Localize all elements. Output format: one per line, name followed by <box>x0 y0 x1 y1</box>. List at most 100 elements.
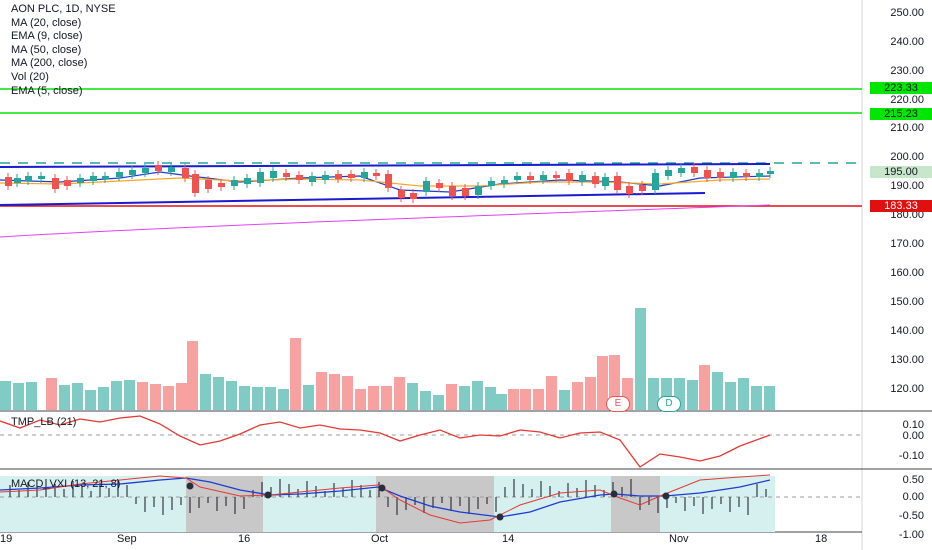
candle-body <box>129 170 136 175</box>
candle-body <box>142 168 149 173</box>
candle-body <box>410 193 417 199</box>
candle-body <box>704 170 711 178</box>
volume-bar <box>533 389 544 410</box>
volume-bar <box>0 381 11 410</box>
candle-body <box>626 186 633 194</box>
price-tick: 200.00 <box>890 151 924 163</box>
volume-bar <box>46 378 57 410</box>
crossover-dot <box>662 492 670 500</box>
candle-body <box>116 172 123 177</box>
time-tick: Sep <box>117 533 137 545</box>
candle-body <box>475 186 482 195</box>
candle-body <box>691 167 698 173</box>
tmp-tick: 0.00 <box>902 430 924 442</box>
tmp-pane-label[interactable]: TMP_LB (21) <box>11 416 77 428</box>
candle-body <box>592 176 599 184</box>
time-tick: 18 <box>815 533 828 545</box>
crossover-dot <box>186 482 194 490</box>
candle-body <box>385 174 392 188</box>
volume-bar <box>661 378 672 410</box>
volume-bar <box>433 395 444 410</box>
macd-shade <box>611 476 660 532</box>
volume-bar <box>303 385 314 410</box>
volume-bar <box>342 376 353 410</box>
candle-body <box>553 175 560 178</box>
volume-bar <box>725 382 736 410</box>
ma200-line <box>0 204 771 238</box>
volume-bar <box>674 378 685 410</box>
volume-bar <box>200 374 211 410</box>
candle-body <box>501 180 508 184</box>
volume-bar <box>687 380 698 410</box>
candle-body <box>335 174 342 179</box>
candle-body <box>398 190 405 198</box>
candle-body <box>678 168 685 173</box>
candle-body <box>488 181 495 186</box>
volume-bar <box>572 382 583 410</box>
price-tick: 190.00 <box>890 180 924 192</box>
tmp-tick: 0.10 <box>902 419 924 431</box>
time-tick: 19 <box>0 533 13 545</box>
volume-bar <box>381 386 392 410</box>
volume-bar <box>26 382 37 410</box>
indicator-ma50[interactable]: MA (50, close) <box>11 43 82 56</box>
macd-shade <box>660 476 775 532</box>
candle-body <box>756 173 763 177</box>
price-tag-green-low: 215.23 <box>870 108 932 120</box>
volume-bar <box>751 386 762 410</box>
candle-body <box>527 176 534 180</box>
volume-bar <box>13 383 24 410</box>
volume-bar <box>187 341 198 410</box>
price-tick: 120.00 <box>890 383 924 395</box>
volume-bar <box>226 381 237 410</box>
volume-bar <box>329 374 340 410</box>
volume-bar <box>508 389 519 410</box>
volume-bar <box>176 383 187 410</box>
indicator-ma200[interactable]: MA (200, close) <box>11 57 88 70</box>
candle-body <box>639 185 646 191</box>
macd-line <box>0 477 771 518</box>
time-tick: 14 <box>502 533 515 545</box>
volume-bar <box>290 338 301 410</box>
volume-bar <box>699 365 710 410</box>
volume-bar <box>394 377 405 410</box>
price-tick: 180.00 <box>890 209 924 221</box>
crossover-dot <box>610 490 618 498</box>
volume-bar <box>622 378 633 410</box>
macd-shade <box>0 476 186 532</box>
earnings-badge[interactable]: E <box>606 396 630 412</box>
price-tick: 250.00 <box>890 7 924 19</box>
candle-body <box>449 186 456 196</box>
indicator-ema5[interactable]: EMA (5, close) <box>11 84 83 97</box>
macd-shade <box>186 476 263 532</box>
price-tick: 210.00 <box>890 122 924 134</box>
candle-body <box>730 172 737 178</box>
macd-pane-label[interactable]: MACD_VXI (13, 21, 8) <box>11 478 121 490</box>
candle-body <box>38 176 45 179</box>
candle-body <box>348 174 355 178</box>
candle-body <box>309 176 316 182</box>
chart-legend: AON PLC, 1D, NYSE MA (20, close) EMA (9,… <box>11 3 116 98</box>
volume-bar <box>163 386 174 410</box>
symbol-title[interactable]: AON PLC, 1D, NYSE <box>11 3 116 15</box>
dividend-badge[interactable]: D <box>657 396 681 412</box>
price-tick: 170.00 <box>890 238 924 250</box>
volume-bar <box>98 387 109 410</box>
indicator-ma20[interactable]: MA (20, close) <box>11 16 82 29</box>
price-tick: 230.00 <box>890 65 924 77</box>
candle-body <box>602 177 609 186</box>
price-tick: 160.00 <box>890 267 924 279</box>
candle-body <box>717 172 724 178</box>
indicator-volume[interactable]: Vol (20) <box>11 70 49 83</box>
indicator-ema9[interactable]: EMA (9, close) <box>11 30 83 43</box>
candle-body <box>218 183 225 187</box>
price-tick: 220.00 <box>890 94 924 106</box>
candle-body <box>25 176 32 181</box>
candle-body <box>77 178 84 183</box>
volume-bar <box>585 377 596 410</box>
volume-bar <box>355 389 366 410</box>
candle-body <box>540 175 547 180</box>
volume-bar <box>459 386 470 410</box>
volume-bar <box>265 387 276 410</box>
